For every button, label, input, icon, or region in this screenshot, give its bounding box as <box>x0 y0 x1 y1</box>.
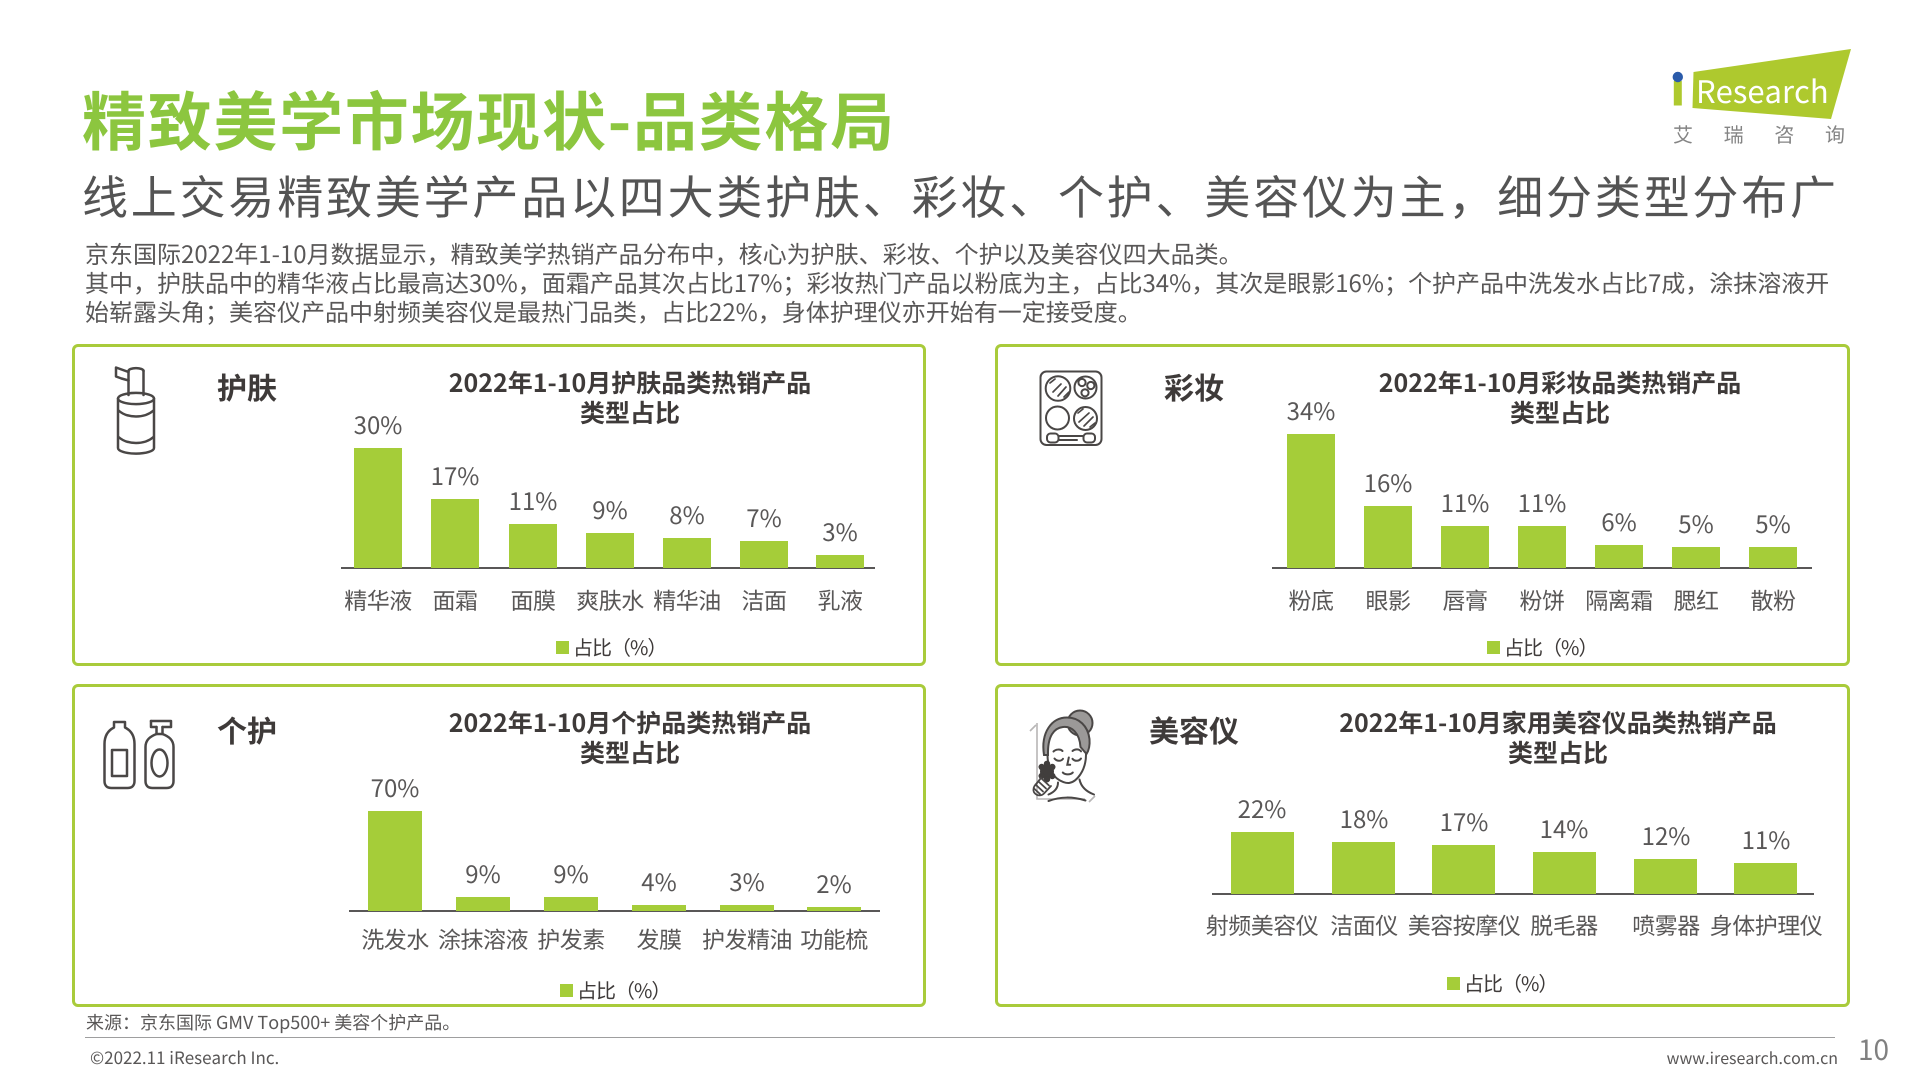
svg-text:艾瑞咨询: 艾瑞咨询 <box>1673 119 1845 148</box>
svg-text:Research: Research <box>1696 67 1829 112</box>
